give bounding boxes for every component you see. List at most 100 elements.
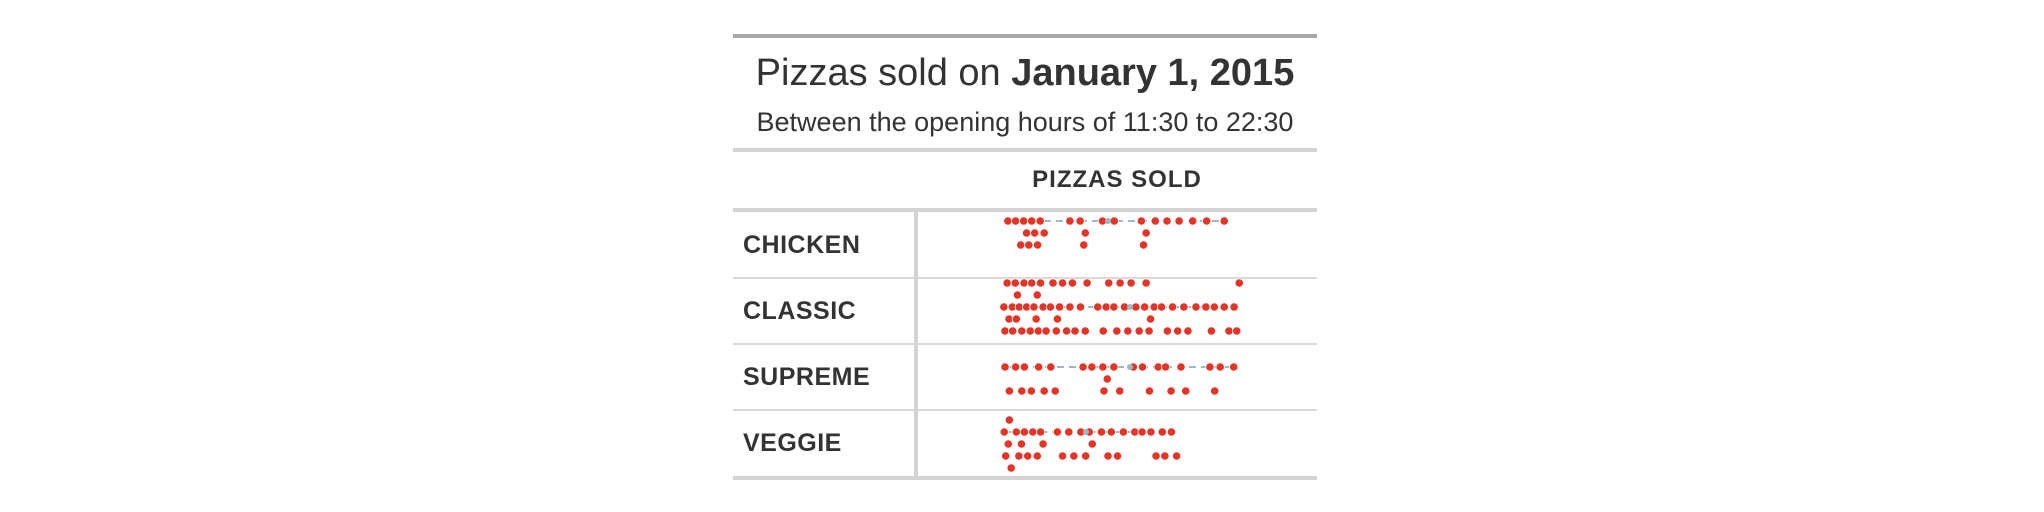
table-row: SUPREME [733,344,1317,410]
sale-point [1014,451,1024,461]
sale-point [1103,451,1113,461]
sale-point [1173,326,1183,336]
sale-point [1017,326,1027,336]
sale-point [1166,427,1177,437]
sale-point [1141,228,1151,238]
median-marker [1083,429,1089,435]
sale-point [1019,216,1029,226]
sale-point [1229,302,1239,312]
sale-point [1041,326,1051,336]
sale-point [1179,302,1189,312]
sale-point [1176,362,1186,372]
sale-point [1099,386,1109,396]
sale-point [1126,278,1136,288]
sale-point [1019,427,1030,437]
sale-point [1002,278,1012,288]
sale-point [1229,362,1239,372]
sale-point [1112,326,1122,336]
row-divider [733,343,1317,345]
sale-point [1017,386,1027,396]
sale-point [1115,386,1125,396]
sale-point [1075,302,1086,312]
median-marker [1105,218,1111,224]
sale-point [1065,216,1075,226]
sale-point [1057,278,1068,288]
table-body: CHICKEN CLASSIC SUPREME VEGGIE [733,212,1317,476]
sale-point [1052,314,1062,324]
sale-point [1011,314,1021,324]
sale-point [1144,326,1154,336]
sale-point [1035,427,1046,437]
sale-point [1027,278,1037,288]
sale-point [1023,451,1033,461]
sale-point [1141,278,1151,288]
sale-point [1118,427,1128,437]
sale-point [1051,326,1061,336]
column-header-pizzas-sold: PIZZAS SOLD [1032,166,1202,193]
sale-point [1205,362,1215,372]
sale-point [1052,427,1062,437]
row-divider [733,409,1317,411]
sales-strip-plots [999,216,1244,473]
sale-point [1209,302,1219,312]
sale-point [1162,326,1172,336]
median-marker [1127,364,1133,370]
sale-point [1033,326,1043,336]
column-header-border [733,208,1317,212]
column-header-row: PIZZAS SOLD [733,152,1317,208]
sale-point [1206,326,1216,336]
sale-point [1069,451,1079,461]
sale-point [1012,290,1023,300]
sale-point [1160,451,1170,461]
sale-point [1048,278,1058,288]
sale-point [1093,302,1103,312]
sale-point [1201,302,1211,312]
bottom-border [733,476,1317,480]
sale-point [1215,362,1225,372]
sale-point [1138,240,1149,250]
top-border [733,34,1317,38]
sale-point [1098,326,1108,336]
sale-point [1004,386,1014,396]
sale-point [1140,302,1150,312]
sale-point [1202,216,1212,226]
sale-point [1087,439,1097,449]
sale-point [1134,326,1144,336]
sale-point [1010,278,1020,288]
sale-point [1025,326,1035,336]
sale-point [999,427,1009,437]
row-label-chicken: CHICKEN [743,231,861,259]
sale-point [1156,302,1167,312]
sale-point [1210,386,1220,396]
sale-point [1087,362,1097,372]
row-divider [733,277,1317,279]
strip-plot-veggie [999,415,1182,473]
sale-point [1096,427,1106,437]
sale-point [1011,216,1021,226]
sale-point [1046,362,1056,372]
sale-point [1035,216,1045,226]
sale-point [1075,216,1085,226]
sale-point [1057,451,1068,461]
sale-point [1144,386,1155,396]
sale-point [1157,427,1167,437]
sale-point [1001,451,1011,461]
sale-point [1004,415,1014,425]
sale-point [1080,228,1090,238]
sale-point [1224,326,1234,336]
sale-point [1011,427,1021,437]
sale-point [1022,228,1032,238]
sale-point [1003,216,1013,226]
sale-point [1027,216,1037,226]
sale-point [1006,463,1016,473]
sale-point [1065,302,1075,312]
sale-point [1136,216,1146,226]
sale-point [1171,451,1182,461]
sale-point [1106,427,1116,437]
sale-point [1030,228,1040,238]
sale-point [1050,386,1060,396]
sale-point [1109,362,1119,372]
sale-point [1067,278,1078,288]
table-subtitle: Between the opening hours of 11:30 to 22… [756,107,1294,137]
stub-separator [914,212,918,476]
